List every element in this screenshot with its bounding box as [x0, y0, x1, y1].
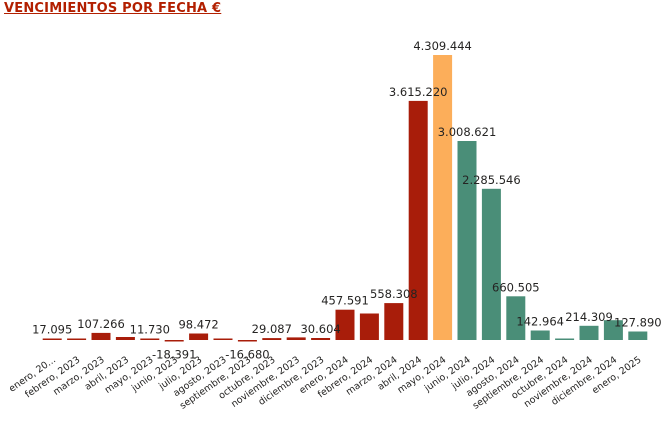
bar[interactable] [91, 332, 111, 340]
data-label: 127.890 [614, 316, 662, 330]
bar[interactable] [140, 338, 160, 341]
bar[interactable] [628, 331, 648, 341]
bar[interactable] [384, 303, 404, 340]
data-label: -16.680 [225, 348, 269, 362]
data-label: -18.391 [152, 348, 196, 362]
data-label: 2.285.546 [462, 173, 521, 187]
data-label: 17.095 [32, 323, 72, 337]
data-label: 457.591 [321, 294, 369, 308]
bar[interactable] [335, 309, 355, 340]
data-label: 660.505 [492, 280, 540, 294]
data-label: 142.964 [516, 315, 564, 329]
bar[interactable] [579, 325, 599, 340]
bar[interactable] [359, 313, 379, 341]
bars-layer [42, 55, 648, 342]
bar[interactable] [311, 338, 331, 340]
bar[interactable] [530, 330, 550, 341]
data-label: 107.266 [77, 317, 125, 331]
data-label: 214.309 [565, 310, 613, 324]
data-label: 98.472 [178, 318, 218, 332]
bar[interactable] [408, 100, 428, 341]
bar[interactable] [457, 141, 477, 340]
data-label: 29.087 [252, 322, 292, 336]
bar[interactable] [603, 320, 623, 340]
bar[interactable] [213, 338, 233, 341]
data-labels-layer: 17.095 107.266 11.730 -18.391 98.472 -16.680 2… [32, 39, 662, 362]
bar[interactable] [115, 337, 135, 340]
bar[interactable] [555, 338, 575, 341]
bar[interactable] [189, 333, 209, 341]
bar[interactable] [237, 340, 257, 342]
data-label: 30.604 [300, 322, 340, 336]
data-label: 4.309.444 [413, 39, 472, 53]
bar[interactable] [286, 337, 306, 340]
bar[interactable] [164, 340, 184, 342]
bar[interactable] [481, 188, 501, 340]
bar[interactable] [42, 338, 62, 341]
data-label: 11.730 [130, 323, 170, 337]
data-label: 3.008.621 [438, 125, 497, 139]
bar[interactable] [433, 55, 453, 340]
bar[interactable] [67, 338, 87, 341]
bar[interactable] [262, 338, 282, 340]
chart-title: VENCIMIENTOS POR FECHA € [4, 1, 222, 16]
data-label: 558.308 [370, 287, 418, 301]
data-label: 3.615.220 [389, 85, 448, 99]
bar[interactable] [506, 296, 526, 340]
